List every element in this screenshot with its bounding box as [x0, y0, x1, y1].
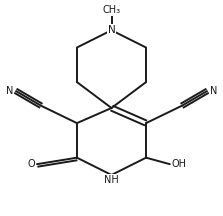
Text: N: N — [210, 86, 217, 96]
Text: N: N — [108, 25, 115, 35]
Text: CH₃: CH₃ — [102, 5, 121, 15]
Text: N: N — [6, 86, 13, 96]
Text: NH: NH — [104, 175, 119, 185]
Text: OH: OH — [172, 159, 187, 169]
Text: O: O — [27, 159, 35, 169]
